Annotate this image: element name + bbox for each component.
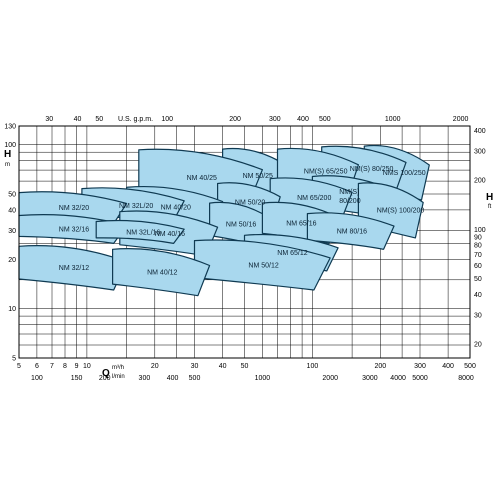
pump-region-nm-50-12: [193, 239, 331, 291]
model-label: NM 40/20: [161, 205, 191, 212]
y-tick-label-m: 50: [8, 192, 16, 199]
model-label: NM 65/16: [286, 220, 316, 227]
model-label: NM 80/16: [337, 229, 367, 236]
y-tick-label-ft: 60: [474, 263, 482, 270]
model-label: NM 32/20: [59, 205, 89, 212]
model-label: NM(S): [339, 189, 359, 196]
x-tick-label-gpm: 1000: [385, 116, 401, 123]
x-tick-label-m3h: 50: [241, 363, 249, 370]
y-tick-label-ft: 90: [474, 234, 482, 241]
x-tick-label-lmin: 2000: [322, 375, 338, 382]
model-label: 80/200: [339, 198, 361, 205]
model-label: NM 40/12: [147, 270, 177, 277]
x-axis-symbol: Q: [102, 368, 110, 379]
x-tick-label-m3h: 9: [75, 363, 79, 370]
y-tick-label-m: 10: [8, 306, 16, 313]
pump-region-nm-40-12: [112, 248, 211, 297]
x-axis-unit-gpm: U.S. g.p.m.: [118, 116, 153, 123]
model-label: NM 40/16: [155, 231, 185, 238]
x-tick-label-gpm: 500: [319, 116, 331, 123]
model-label: NM 50/12: [248, 262, 278, 269]
x-tick-label-lmin: 500: [189, 375, 201, 382]
x-axis-unit-m3h: m³/h: [112, 365, 124, 371]
x-tick-label-m3h: 8: [63, 363, 67, 370]
y-tick-label-m: 130: [4, 124, 16, 131]
plot-frame: [18, 125, 471, 359]
x-tick-label-m3h: 100: [307, 363, 319, 370]
x-tick-label-lmin: 3000: [362, 375, 378, 382]
x-tick-label-lmin: 400: [167, 375, 179, 382]
y-tick-label-ft: 80: [474, 243, 482, 250]
model-label: NM 32L/16: [126, 229, 160, 236]
x-tick-label-gpm: 30: [45, 116, 53, 123]
model-label: NM 32/12: [59, 265, 89, 272]
x-tick-label-lmin: 150: [71, 375, 83, 382]
x-tick-label-lmin: 8000: [458, 375, 474, 382]
y-axis-unit-right: ft: [488, 204, 492, 210]
tick-labels: 5 6 7 8 9 10 20 30 40 50 100 200 300 400 500 100 150 200 3…: [4, 116, 485, 382]
model-label: NM(S) 100/200: [377, 208, 425, 215]
pump-region-nm-80-16: [306, 212, 395, 250]
x-tick-label-lmin: 1000: [255, 375, 271, 382]
x-tick-label-m3h: 7: [50, 363, 54, 370]
y-axis-unit-left: m: [5, 162, 10, 168]
x-tick-label-gpm: 40: [74, 116, 82, 123]
x-tick-label-gpm: 200: [229, 116, 241, 123]
x-tick-label-lmin: 5000: [412, 375, 428, 382]
x-tick-label-lmin: 300: [139, 375, 151, 382]
y-tick-label-ft: 100: [474, 227, 486, 234]
model-label: NM(S) 80/250: [350, 166, 394, 173]
y-tick-label-ft: 400: [474, 128, 486, 135]
y-axis-symbol-right: H: [486, 192, 493, 203]
x-tick-label-m3h: 30: [191, 363, 199, 370]
x-tick-label-m3h: 400: [442, 363, 454, 370]
y-axis-symbol-left: H: [4, 149, 11, 160]
model-label: NM 50/25: [243, 173, 273, 180]
y-tick-label-m: 30: [8, 228, 16, 235]
x-tick-label-m3h: 5: [17, 363, 21, 370]
model-label: NM 32L/20: [119, 203, 153, 210]
x-tick-label-gpm: 100: [161, 116, 173, 123]
x-tick-label-m3h: 300: [414, 363, 426, 370]
x-tick-label-m3h: 200: [374, 363, 386, 370]
model-label: NM 50/16: [226, 222, 256, 229]
pump-region-nm-32l-16: [95, 219, 185, 244]
x-tick-label-lmin: 100: [31, 375, 43, 382]
x-tick-label-gpm: 300: [269, 116, 281, 123]
y-tick-label-ft: 70: [474, 252, 482, 259]
y-tick-label-m: 100: [4, 142, 16, 149]
y-tick-label-m: 20: [8, 257, 16, 264]
y-tick-label-ft: 300: [474, 149, 486, 156]
x-tick-label-gpm: 50: [95, 116, 103, 123]
y-tick-label-ft: 30: [474, 313, 482, 320]
model-label: NM 50/20: [235, 200, 265, 207]
model-label: NM 32/16: [59, 226, 89, 233]
model-label: NM 40/25: [187, 175, 217, 182]
y-tick-label-ft: 50: [474, 276, 482, 283]
x-tick-label-m3h: 40: [219, 363, 227, 370]
model-label: NM 65/200: [297, 195, 331, 202]
y-tick-label-m: 5: [12, 356, 16, 363]
x-tick-label-lmin: 200: [99, 375, 111, 382]
pump-regions: [18, 144, 430, 297]
x-tick-label-m3h: 20: [151, 363, 159, 370]
x-tick-label-gpm: 2000: [453, 116, 469, 123]
model-label: NMS 100/250: [383, 170, 426, 177]
x-tick-label-m3h: 10: [83, 363, 91, 370]
y-tick-label-ft: 40: [474, 292, 482, 299]
model-label: NM 65/12: [277, 250, 307, 257]
x-axis-unit-lmin: l/min: [112, 374, 125, 380]
x-tick-label-lmin: 4000: [390, 375, 406, 382]
model-label: NM(S) 65/250: [304, 169, 348, 176]
y-tick-label-ft: 200: [474, 177, 486, 184]
x-tick-label-m3h: 500: [464, 363, 476, 370]
x-tick-label-gpm: 400: [297, 116, 309, 123]
y-tick-label-ft: 20: [474, 341, 482, 348]
model-labels: NM 32/20 NM 32/16 NM 32/12 NM 32L/20 NM 32L/…: [59, 166, 426, 277]
x-tick-label-m3h: 6: [35, 363, 39, 370]
y-tick-label-m: 40: [8, 207, 16, 214]
